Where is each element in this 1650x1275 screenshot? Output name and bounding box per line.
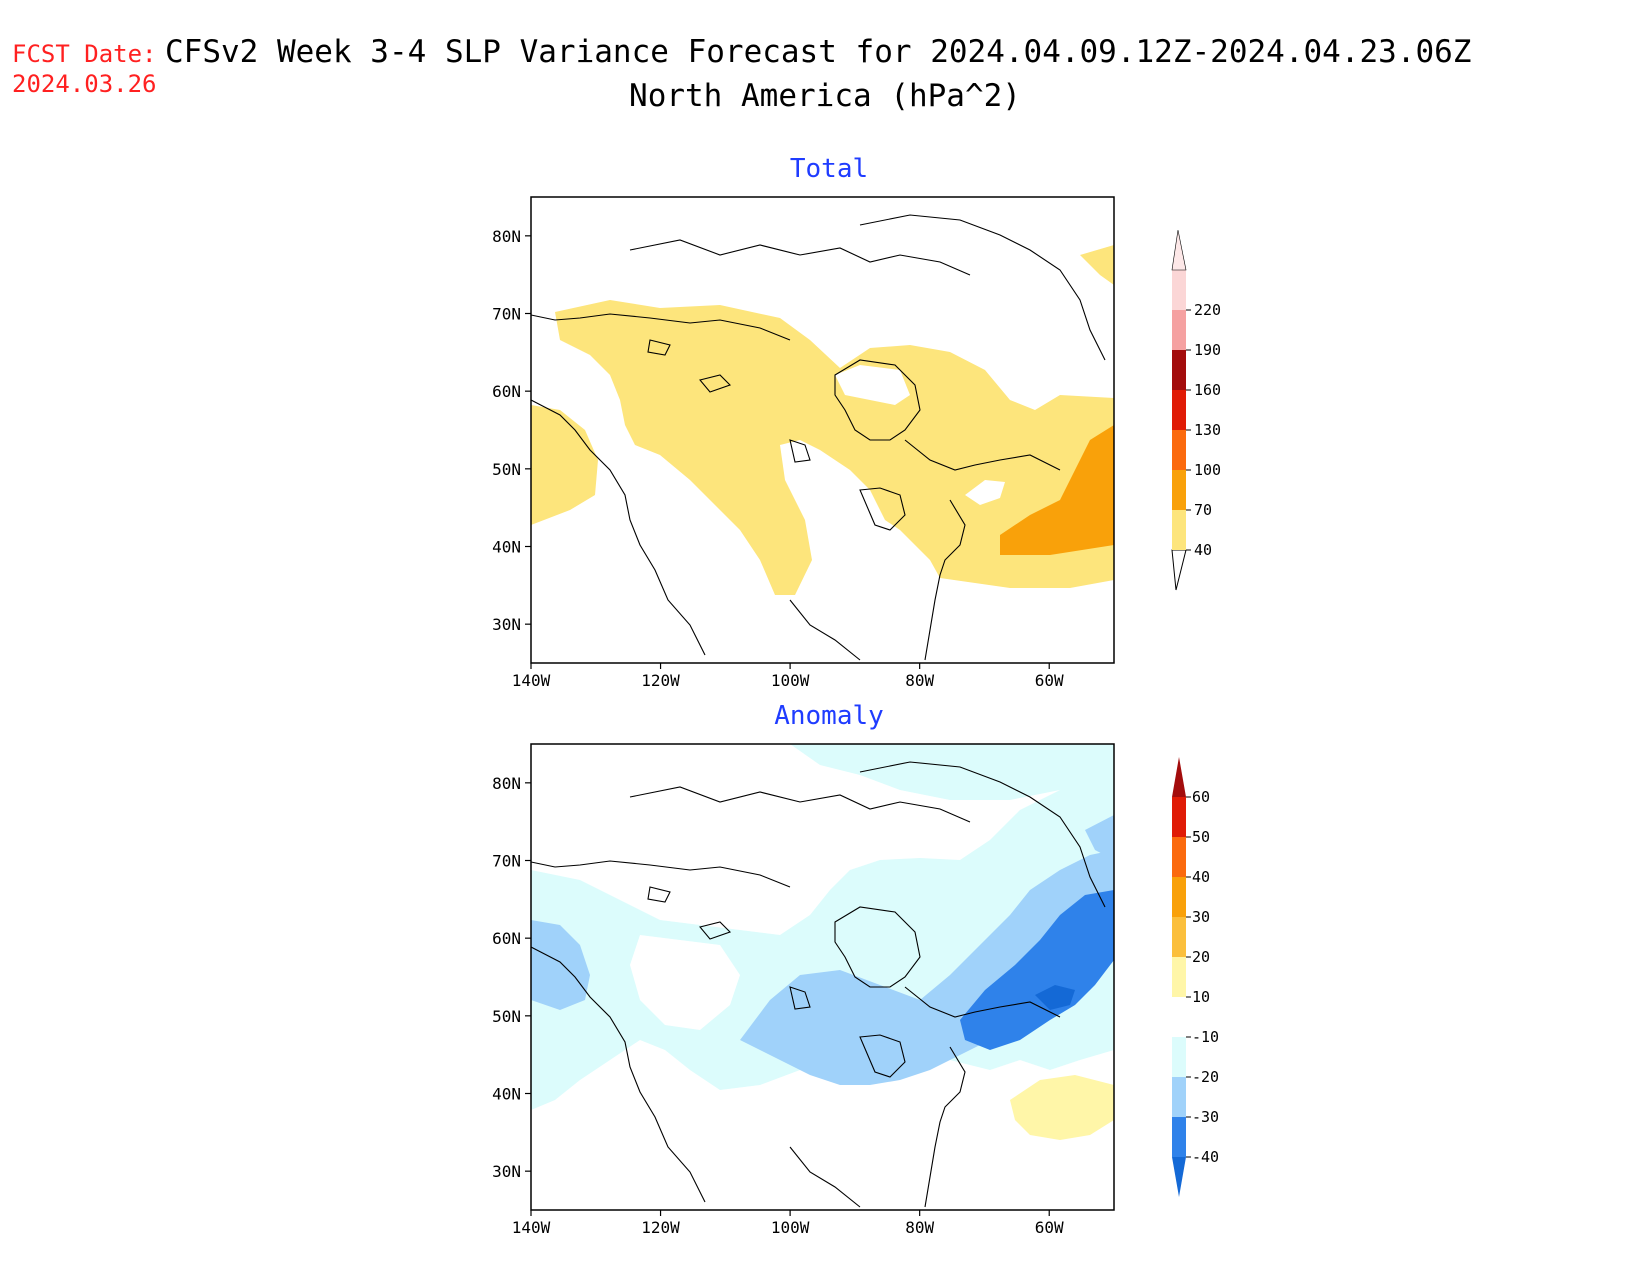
anomaly-fill-neg20-main [740,850,1114,1085]
colorbar-label: -20 [1192,1068,1219,1086]
colorbar-swatch [1172,797,1186,837]
lon-tick-label: 120W [641,671,680,690]
lat-tick-label: 50N [492,1007,521,1026]
colorbar-swatch [1172,270,1186,310]
colorbar-over-triangle [1171,229,1187,271]
lat-tick-label: 30N [492,615,521,634]
colorbar-swatch [1172,430,1186,470]
anomaly-map [531,744,1114,1210]
colorbar-label: 30 [1192,908,1210,926]
total-lat-axis: 80N 70N 60N 50N 40N 30N [492,227,531,634]
lat-tick-label: 40N [492,538,521,557]
colorbar-label: 130 [1194,421,1221,439]
total-fill-40-70-pacific [531,405,598,525]
total-fill-40-70-main [555,300,1114,595]
colorbar-label: -40 [1192,1148,1219,1166]
colorbar-label: 160 [1194,381,1221,399]
colorbar-label: 100 [1194,461,1221,479]
lon-tick-label: 140W [512,1218,551,1237]
colorbar-over-triangle [1172,757,1186,797]
anomaly-map-frame [530,743,1115,1211]
lat-tick-label: 70N [492,305,521,324]
fcst-date: 2024.03.26 [12,70,157,98]
lat-tick-label: 80N [492,774,521,793]
total-colorbar: 40 70 100 130 160 190 220 [1171,229,1221,591]
anomaly-coastlines [531,761,1106,1208]
colorbar-under-triangle [1172,1157,1186,1197]
lon-tick-label: 60W [1035,671,1064,690]
lat-tick-label: 80N [492,227,521,246]
anomaly-lon-axis: 140W 120W 100W 80W 60W [512,1210,1064,1237]
total-fill-40-70-greenland [1080,245,1114,285]
lat-tick-label: 50N [492,460,521,479]
colorbar-label: -30 [1192,1108,1219,1126]
colorbar-label: 10 [1192,988,1210,1006]
colorbar-label: 40 [1194,541,1212,559]
anomaly-hole-south [531,1060,1114,1210]
lat-tick-label: 70N [492,852,521,871]
lat-tick-label: 40N [492,1085,521,1104]
lat-tick-label: 30N [492,1162,521,1181]
fcst-label: FCST Date: [12,40,157,68]
colorbar-label: -10 [1192,1028,1219,1046]
colorbar-swatch [1172,1117,1186,1157]
lon-tick-label: 120W [641,1218,680,1237]
lon-tick-label: 100W [771,1218,810,1237]
colorbar-label: 190 [1194,341,1221,359]
colorbar-swatch [1172,877,1186,917]
colorbar-swatch [1172,1037,1186,1077]
colorbar-swatch [1172,957,1186,997]
anomaly-panel: Anomaly [492,701,1219,1237]
anomaly-fill-neg10-top [790,744,1114,800]
colorbar-label: 20 [1192,948,1210,966]
colorbar-label: 40 [1192,868,1210,886]
colorbar-swatch [1172,310,1186,350]
anomaly-fill-neg30 [960,890,1114,1050]
colorbar-swatch [1172,997,1186,1037]
lon-tick-label: 100W [771,671,810,690]
total-hole-quebec [965,480,1005,505]
anomaly-panel-title: Anomaly [774,701,884,731]
anomaly-lat-axis: 80N 70N 60N 50N 40N 30N [492,774,531,1181]
colorbar-swatch [1172,917,1186,957]
total-panel: Total [492,154,1221,690]
colorbar-swatch [1172,390,1186,430]
lon-tick-label: 140W [512,671,551,690]
lon-tick-label: 80W [905,671,934,690]
total-hole-hudson [835,365,910,405]
anomaly-colorbar: 60 50 40 30 20 10 -10 -20 -30 -40 [1172,757,1219,1197]
total-coastlines [531,214,1106,661]
lat-tick-label: 60N [492,929,521,948]
colorbar-swatch [1172,1077,1186,1117]
colorbar-under-triangle [1171,549,1187,591]
figure-title: CFSv2 Week 3-4 SLP Variance Forecast for… [165,34,1471,70]
total-fill-70-100 [1000,425,1114,555]
total-map-frame [530,196,1115,664]
colorbar-swatch [1172,510,1186,550]
lon-tick-label: 60W [1035,1218,1064,1237]
lat-tick-label: 60N [492,382,521,401]
colorbar-label: 50 [1192,828,1210,846]
total-map [531,197,1114,663]
anomaly-hole-west [630,935,740,1030]
anomaly-fill-neg20-pacific [531,920,590,1010]
total-panel-title: Total [790,154,868,184]
colorbar-swatch [1172,470,1186,510]
anomaly-fill-neg40 [1035,985,1075,1010]
lon-tick-label: 80W [905,1218,934,1237]
figure-subtitle: North America (hPa^2) [629,78,1021,114]
colorbar-label: 70 [1194,501,1212,519]
total-lon-axis: 140W 120W 100W 80W 60W [512,663,1064,690]
colorbar-label: 220 [1194,301,1221,319]
colorbar-swatch [1172,350,1186,390]
anomaly-fill-pos10 [1010,1075,1114,1140]
colorbar-label: 60 [1192,788,1210,806]
anomaly-fill-neg20-east [1085,815,1114,860]
colorbar-swatch [1172,837,1186,877]
